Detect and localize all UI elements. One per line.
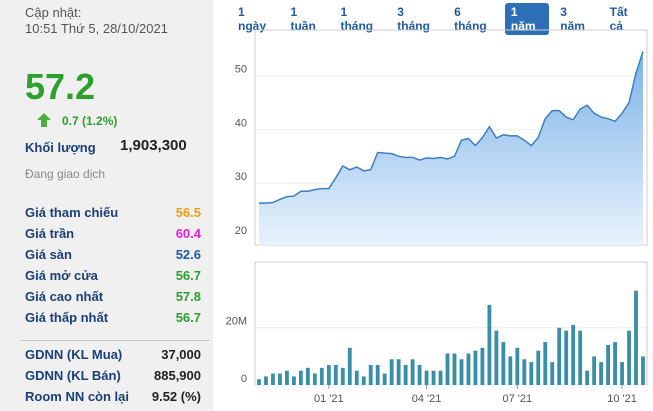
- volume-bar: [515, 347, 520, 385]
- x-tick-label: 04 '21: [412, 393, 442, 405]
- volume-bar: [536, 350, 541, 385]
- volume-bar: [571, 324, 576, 385]
- y-tick-label: 50: [235, 64, 247, 76]
- volume-bar: [445, 353, 450, 385]
- volume-bar: [508, 356, 513, 385]
- volume-bar: [347, 347, 352, 385]
- x-tick-label: 01 '21: [314, 393, 344, 405]
- price-value: 60.4: [175, 226, 201, 241]
- volume-bar: [340, 367, 345, 385]
- volume-bar: [291, 376, 296, 385]
- plot-frame: [254, 261, 648, 386]
- volume-bar: [599, 362, 604, 385]
- x-tick-label: 10 '21: [607, 393, 637, 405]
- volume-bar: [459, 359, 464, 385]
- price-label: Giá sàn: [25, 247, 72, 262]
- volume-bar: [389, 359, 394, 385]
- volume-bar: [305, 367, 310, 385]
- up-arrow: [37, 113, 51, 127]
- volume-bar: [361, 376, 366, 385]
- area: [259, 51, 643, 245]
- volume-bar: [354, 370, 359, 385]
- foreign-label: GDNN (KL Mua): [25, 347, 123, 362]
- price-value: 56.5: [175, 205, 201, 220]
- volume-bar: [333, 364, 338, 385]
- volume-bar: [480, 347, 485, 385]
- volume-bar: [264, 376, 268, 385]
- volume-bar: [466, 353, 471, 385]
- foreign-label: GDNN (KL Bán): [25, 368, 121, 383]
- updated-label: Cập nhật:: [25, 5, 82, 20]
- updated-time: 10:51 Thứ 5, 28/10/2021: [25, 21, 168, 36]
- volume-bar: [319, 367, 324, 385]
- foreign-value: 885,900: [154, 368, 201, 383]
- price-label: Giá thấp nhất: [25, 310, 109, 325]
- volume-bar: [522, 359, 527, 385]
- volume-bar: [564, 330, 569, 385]
- volume-bar: [424, 370, 429, 385]
- volume-bar: [368, 364, 373, 385]
- price-value: 57.8: [175, 289, 201, 304]
- price-label: Giá tham chiếu: [25, 205, 119, 220]
- volume-bar: [285, 370, 289, 385]
- volume-bar: [382, 373, 387, 385]
- volume-bar: [557, 327, 562, 385]
- volume-bar: [550, 362, 555, 385]
- x-tick-label: 07 '21: [503, 393, 533, 405]
- price-label: Giá mở cửa: [25, 268, 98, 283]
- price-label: Giá cao nhất: [25, 289, 104, 304]
- volume-bar: [410, 359, 415, 385]
- foreign-value: 37,000: [161, 347, 201, 362]
- volume-bar: [641, 356, 645, 385]
- volume-bar: [278, 373, 282, 385]
- foreign-label: Room NN còn lại: [25, 389, 130, 404]
- volume-bar: [396, 359, 401, 385]
- volume-bar: [501, 342, 506, 385]
- volume-bar: [592, 356, 597, 385]
- price-label: Giá trần: [25, 226, 75, 241]
- foreign-value: 9.52 (%): [151, 389, 201, 404]
- info-panel: Cập nhật: 10:51 Thứ 5, 28/10/2021 57.2 0…: [0, 0, 213, 411]
- y-tick-label: 30: [235, 171, 247, 183]
- volume-bar: [431, 370, 436, 385]
- volume-bar: [620, 362, 624, 385]
- volume-bar: [375, 364, 380, 385]
- price: 57.2: [25, 66, 96, 107]
- volume-bar: [473, 350, 478, 385]
- volume-bar: [578, 330, 583, 385]
- volume-bar: [271, 373, 275, 385]
- volume-bar: [298, 370, 303, 385]
- volume-bar: [613, 342, 617, 385]
- volume-bar: [487, 304, 492, 385]
- volume-bar: [606, 344, 611, 385]
- volume-bar: [438, 370, 443, 385]
- status: Đang giao dịch: [25, 167, 106, 181]
- volume-bar: [494, 330, 499, 385]
- y-tick-label: 40: [235, 117, 247, 129]
- volume-bar: [326, 364, 331, 385]
- volume-bar: [257, 379, 261, 385]
- volume-bar: [403, 364, 408, 385]
- volume-bar: [585, 370, 590, 385]
- volume-bar: [543, 342, 548, 385]
- volume-bar: [529, 362, 534, 385]
- y-tick-label: 20M: [226, 316, 247, 328]
- price-value: 52.6: [175, 247, 201, 262]
- volume-bar: [312, 373, 317, 385]
- volume: 1,903,300: [120, 137, 187, 154]
- change: 0.7 (1.2%): [62, 114, 118, 128]
- volume-bar: [417, 364, 422, 385]
- volume-bar: [452, 353, 457, 385]
- price-line: [259, 51, 644, 204]
- volume-bar: [634, 290, 638, 385]
- y-tick-label: 0: [241, 373, 247, 385]
- volume-bar: [627, 330, 631, 385]
- y-tick-label: 20: [235, 225, 247, 237]
- price-value: 56.7: [175, 268, 201, 283]
- price-value: 56.7: [175, 310, 201, 325]
- volume-label: Khối lượng: [25, 140, 96, 155]
